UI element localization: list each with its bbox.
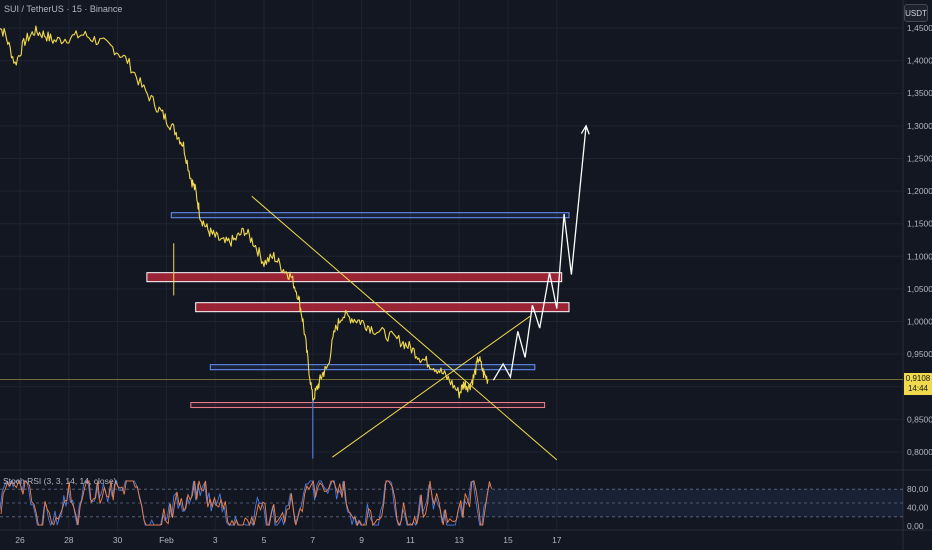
zone-blue-0 bbox=[170, 212, 570, 219]
zone-blue-3 bbox=[209, 364, 536, 371]
last-price-tag: 0,9108 14:44 bbox=[904, 373, 932, 395]
price-tick-label: 0,9500 bbox=[907, 349, 932, 359]
trendline-1 bbox=[332, 315, 531, 458]
time-axis[interactable]: 26 28 30 Feb 3 5 7 9 11 13 15 17 bbox=[15, 535, 562, 545]
indicator-label[interactable]: Stoch RSI (3, 3, 14, 14, close) bbox=[3, 476, 117, 486]
price-tick-label: 1,4500 bbox=[907, 23, 932, 33]
chart-title: SUI / TetherUS · 15 · Binance bbox=[4, 4, 123, 14]
price-tick-label: 1,2500 bbox=[907, 153, 932, 163]
time-tick-label: 9 bbox=[359, 535, 364, 545]
price-tick-label: 1,1000 bbox=[907, 251, 932, 261]
price-tick-label: 0,8500 bbox=[907, 414, 932, 424]
price-tick-label: 1,3500 bbox=[907, 88, 932, 98]
price-tick-label: 1,0500 bbox=[907, 284, 932, 294]
price-line bbox=[0, 25, 489, 403]
price-series bbox=[0, 25, 489, 459]
projection-arrowhead bbox=[580, 124, 590, 135]
price-tick-label: 1,0000 bbox=[907, 317, 932, 327]
stoch-d-line bbox=[0, 479, 493, 527]
projection-path bbox=[492, 124, 590, 381]
stoch-rsi-panel bbox=[0, 479, 903, 527]
time-tick-label: 13 bbox=[454, 535, 464, 545]
stoch-tick-label: 0,00 bbox=[907, 521, 924, 531]
time-tick-label: 28 bbox=[64, 535, 74, 545]
trendlines bbox=[251, 195, 558, 461]
time-tick-label: 3 bbox=[213, 535, 218, 545]
stoch-tick-label: 80,00 bbox=[907, 484, 929, 494]
stoch-tick-label: 40,00 bbox=[907, 503, 929, 513]
price-tick-label: 1,1500 bbox=[907, 219, 932, 229]
projection-line bbox=[492, 125, 587, 381]
time-tick-label: 15 bbox=[503, 535, 513, 545]
support-resistance-zones bbox=[146, 212, 570, 409]
time-tick-label: 17 bbox=[552, 535, 562, 545]
last-price-value: 0,9108 bbox=[905, 374, 931, 383]
time-tick-label: 5 bbox=[262, 535, 267, 545]
trendline-0 bbox=[251, 195, 558, 461]
time-tick-label: Feb bbox=[159, 535, 174, 545]
price-axis[interactable]: 1,4500 1,4000 1,3500 1,3000 1,2500 1,2000 1,15… bbox=[907, 23, 932, 531]
zone-red-4 bbox=[190, 402, 546, 409]
price-tick-label: 1,4000 bbox=[907, 56, 932, 66]
time-tick-label: 26 bbox=[15, 535, 25, 545]
price-tick-label: 1,3000 bbox=[907, 121, 932, 131]
zone-red-2 bbox=[195, 302, 570, 313]
price-tick-label: 1,2000 bbox=[907, 186, 932, 196]
time-tick-label: 7 bbox=[310, 535, 315, 545]
time-tick-label: 30 bbox=[113, 535, 123, 545]
currency-button[interactable]: USDT bbox=[904, 4, 928, 22]
candle-countdown: 14:44 bbox=[907, 384, 929, 393]
zone-red-1 bbox=[146, 272, 563, 283]
time-tick-label: 11 bbox=[406, 535, 415, 545]
price-tick-label: 0,8000 bbox=[907, 447, 932, 457]
